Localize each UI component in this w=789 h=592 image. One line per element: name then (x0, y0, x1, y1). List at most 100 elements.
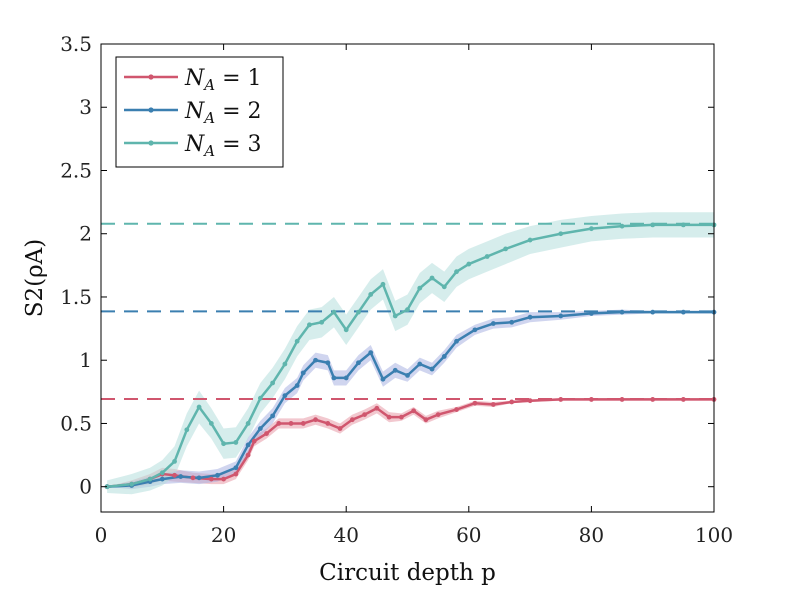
data-point (196, 475, 202, 481)
x-tick-label: 0 (95, 523, 108, 547)
data-point (129, 481, 135, 487)
data-point (313, 417, 318, 423)
data-point (159, 470, 165, 476)
data-point (313, 357, 318, 363)
data-point (325, 360, 331, 366)
data-point (619, 397, 625, 402)
data-point (472, 327, 478, 333)
data-point (392, 367, 398, 373)
data-point (558, 231, 564, 237)
data-point (509, 319, 515, 325)
data-point (589, 311, 594, 316)
data-point (178, 474, 184, 479)
data-point (386, 414, 392, 420)
data-point (104, 484, 110, 490)
data-point (435, 412, 441, 418)
data-point (294, 338, 300, 344)
series-lines (107, 223, 714, 488)
data-point (527, 398, 533, 404)
data-point (680, 309, 686, 315)
data-point (264, 431, 269, 436)
data-point (270, 380, 276, 386)
y-tick-label: 0 (79, 475, 92, 499)
data-point (527, 237, 533, 243)
data-point (454, 407, 459, 412)
legend-label-2: NA = 2 (184, 99, 262, 127)
data-point (490, 402, 496, 407)
data-point (251, 438, 257, 444)
data-point (405, 372, 410, 378)
data-point (276, 421, 282, 426)
data-point (680, 397, 686, 402)
data-point (454, 269, 459, 275)
data-point (331, 309, 337, 315)
data-point (380, 376, 386, 382)
data-point (325, 421, 331, 426)
data-point (307, 322, 312, 328)
data-point (589, 397, 594, 402)
data-point (650, 397, 656, 402)
data-point (184, 427, 190, 433)
data-point (429, 366, 435, 372)
data-point (208, 421, 214, 426)
y-tick-label: 2.5 (60, 158, 92, 182)
x-tick-label: 100 (695, 523, 733, 547)
data-point (172, 459, 177, 464)
legend-marker-1 (148, 74, 154, 80)
data-point (147, 476, 153, 482)
data-point (650, 222, 656, 228)
data-point (362, 412, 367, 418)
data-point (343, 327, 349, 333)
data-point (558, 397, 564, 402)
error-bands (107, 212, 714, 495)
data-point (245, 452, 251, 458)
data-point (233, 465, 239, 471)
legend-box (115, 56, 284, 168)
y-tick-label: 2 (79, 222, 92, 246)
data-point (282, 393, 288, 399)
data-point (441, 354, 447, 359)
data-point (411, 408, 417, 414)
data-point (294, 383, 300, 388)
data-point (300, 370, 306, 376)
legend: NA = 1 NA = 2 NA = 3 (115, 56, 284, 168)
y-tick-label: 0.5 (60, 411, 92, 435)
data-point (423, 417, 429, 423)
series-markers (104, 222, 717, 490)
y-tick-label: 3.5 (60, 32, 92, 56)
legend-label-3: NA = 3 (184, 132, 262, 160)
data-point (196, 404, 202, 410)
data-point (398, 414, 404, 420)
y-tick-label: 3 (79, 95, 92, 119)
data-point (257, 426, 263, 431)
data-point (558, 313, 564, 319)
data-point (392, 313, 398, 319)
data-point (466, 261, 472, 267)
y-tick-label: 1.5 (60, 285, 92, 309)
data-point (441, 284, 447, 290)
y-tick-label: 1 (79, 348, 92, 372)
data-point (288, 421, 294, 426)
data-point (368, 292, 374, 297)
data-point (374, 405, 380, 411)
data-point (319, 319, 325, 325)
legend-label-1: NA = 1 (184, 66, 262, 94)
data-point (509, 399, 515, 405)
data-point (331, 375, 337, 381)
data-point (417, 285, 423, 291)
data-point (270, 413, 276, 419)
data-point (454, 338, 459, 344)
data-point (472, 400, 478, 406)
data-point (368, 350, 374, 356)
y-axis-ticks: 0 0.5 1 1.5 2 2.5 3 3.5 (60, 32, 714, 499)
data-point (503, 246, 508, 252)
data-point (159, 476, 165, 482)
data-point (221, 441, 227, 447)
data-point (380, 281, 386, 287)
x-axis-label: Circuit depth p (319, 560, 496, 586)
data-point (190, 475, 196, 481)
y-axis-label: S2(ρA) (22, 239, 48, 317)
data-point (490, 321, 496, 326)
data-point (300, 421, 306, 426)
